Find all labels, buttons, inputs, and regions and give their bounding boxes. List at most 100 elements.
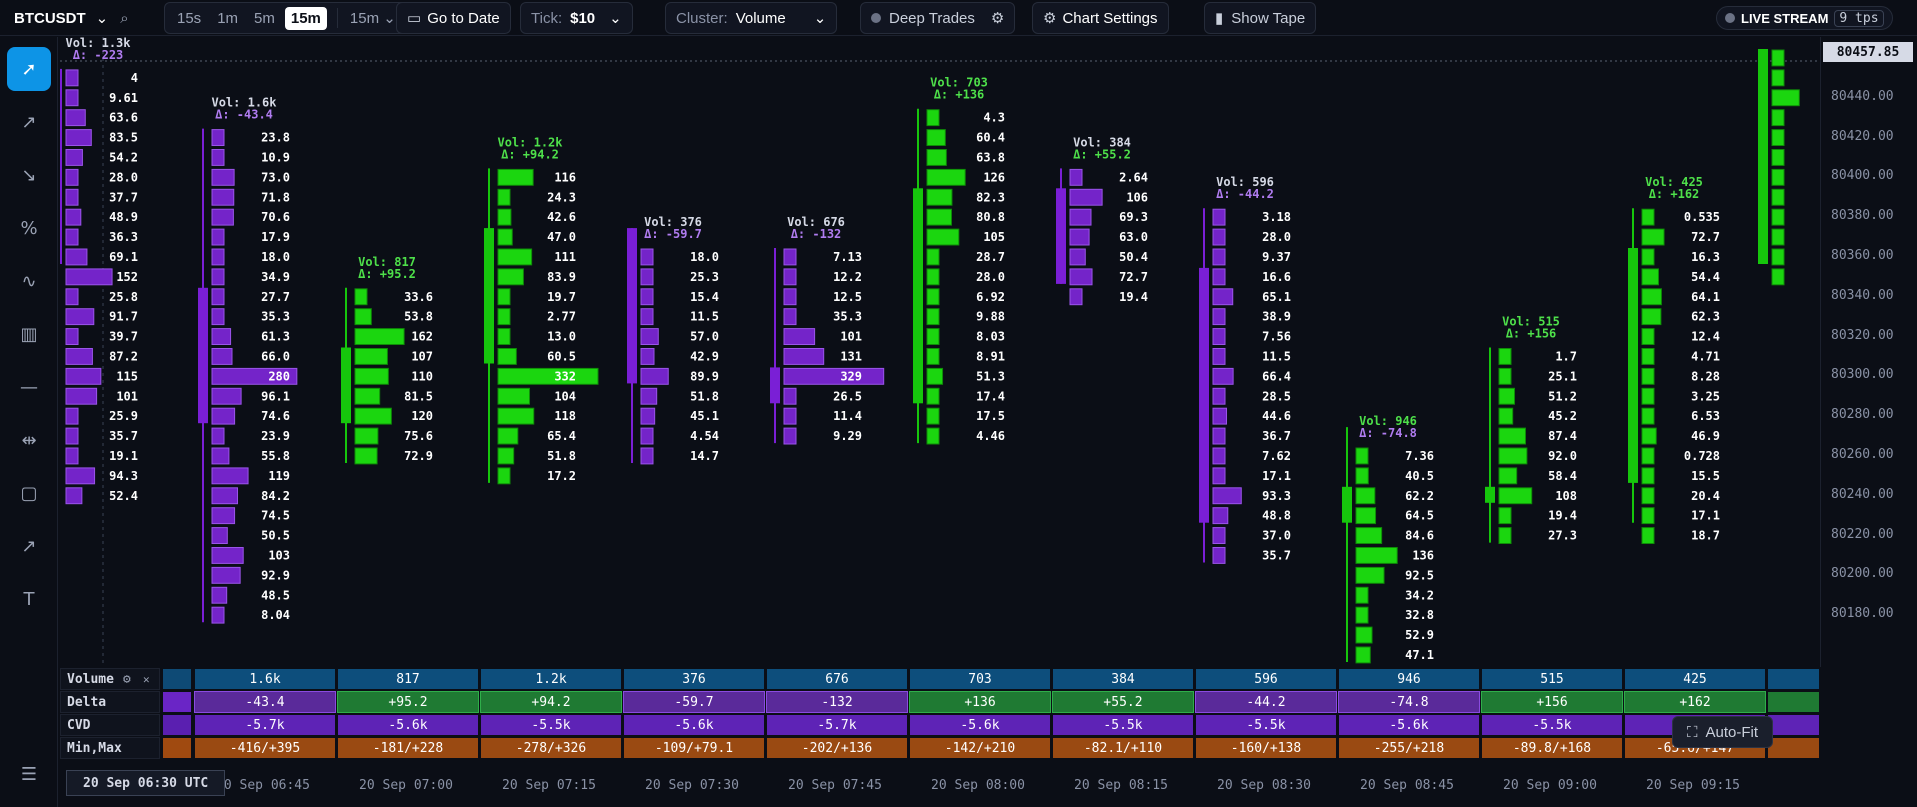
volume-bar [1212, 248, 1226, 266]
timeframe-1m[interactable]: 1m [217, 9, 239, 27]
volume-value: 35.3 [833, 310, 862, 324]
candle-delta-label: Δ: +95.2 [358, 267, 416, 281]
horizontal-line-icon[interactable]: — [20, 376, 38, 398]
volume-bar [354, 308, 372, 326]
volume-value: 36.3 [109, 230, 138, 244]
trend-up-icon[interactable]: ↗ [21, 111, 37, 133]
volume-bar [211, 507, 236, 525]
close-icon[interactable]: ✕ [143, 672, 150, 686]
volume-bar [354, 367, 389, 385]
volume-bar [497, 407, 535, 425]
tick-selector[interactable]: Tick: $10 ⌄ [520, 2, 633, 34]
cursor-icon[interactable]: ➚ [7, 47, 51, 91]
volume-bar [783, 427, 797, 445]
volume-value: 19.7 [547, 290, 576, 304]
volume-value: 58.4 [1548, 469, 1577, 483]
deep-trades-toggle[interactable]: Deep Trades ⚙ [860, 2, 1016, 34]
rectangle-icon[interactable]: ▢ [20, 482, 38, 504]
footprint-chart[interactable]: 4 9.61 63.6 83.5 54.2 28.0 37.7 48.9 36.3 69.1 152… [60, 37, 1820, 667]
volume-value: 110 [411, 369, 433, 383]
text-icon[interactable]: T [23, 588, 35, 610]
volume-bar [640, 308, 654, 326]
volume-bar [1212, 208, 1226, 226]
volume-bar [1641, 308, 1662, 326]
volume-bar [211, 228, 225, 246]
chart-settings-button[interactable]: ⚙ Chart Settings [1032, 2, 1169, 34]
gear-icon[interactable]: ⚙ [123, 671, 131, 687]
volume-value: 37.7 [109, 190, 138, 204]
volume-bar [926, 188, 953, 206]
volume-value: 108 [1555, 489, 1577, 503]
stats-cell: 515 [1481, 668, 1623, 690]
volume-bar [65, 188, 79, 206]
settings-sliders-icon[interactable]: ☰ [20, 763, 38, 785]
volume-value: 54.2 [109, 150, 138, 164]
time-axis[interactable]: 20 Sep 06:45 20 Sep 07:00 20 Sep 07:15 20 S… [60, 770, 1820, 807]
volume-value: 63.6 [109, 111, 138, 125]
volume-bar [65, 288, 79, 306]
trend-down-icon[interactable]: ↘ [21, 164, 37, 186]
volume-bar [65, 387, 98, 405]
timeframe-15s[interactable]: 15s [177, 9, 202, 27]
timeframe-5m[interactable]: 5m [254, 9, 275, 27]
pulse-icon[interactable]: ∿ [21, 270, 37, 292]
candle-delta-label: Δ: +156 [1506, 327, 1557, 341]
chevron-down-icon: ⌄ [95, 10, 109, 27]
bar-chart-icon[interactable]: ▥ [20, 323, 38, 345]
volume-value: 73.0 [261, 170, 290, 184]
auto-fit-button[interactable]: ⛶ Auto-Fit [1672, 716, 1774, 748]
search-icon[interactable]: ⌕ [120, 9, 129, 27]
volume-value: 27.7 [261, 290, 290, 304]
volume-value: 107 [411, 349, 433, 363]
price-tick: 80420.00 [1831, 128, 1894, 144]
volume-value: 23.9 [261, 429, 290, 443]
volume-bar [211, 547, 244, 564]
candle-volume-label: Vol: 596 [1216, 175, 1274, 189]
volume-bar [497, 208, 512, 226]
measure-icon[interactable]: ⇹ [21, 429, 37, 451]
volume-bar [926, 387, 940, 405]
volume-bar [65, 129, 92, 146]
volume-value: 47.1 [1405, 648, 1434, 662]
candle-volume-label: Vol: 676 [787, 215, 845, 229]
timeframe-select[interactable]: 15m ⌄ [349, 10, 396, 27]
volume-value: 42.9 [690, 349, 719, 363]
volume-bar [926, 168, 966, 186]
volume-bar [1641, 348, 1655, 365]
candle-volume-label: Vol: 1.6k [211, 96, 277, 110]
volume-bar [1641, 288, 1662, 306]
gear-icon[interactable]: ⚙ [990, 10, 1005, 27]
symbol-selector[interactable]: BTCUSDT ⌄ ⌕ [14, 2, 129, 34]
show-tape-button[interactable]: ▮ Show Tape [1204, 2, 1317, 34]
volume-value: 136 [1412, 548, 1434, 562]
volume-value: 7.13 [833, 250, 862, 264]
go-to-date-button[interactable]: ▭ Go to Date [396, 2, 511, 34]
arrow-icon[interactable]: ↗ [21, 535, 37, 557]
volume-value: 51.8 [690, 389, 719, 403]
candle-delta-label: Δ: -132 [791, 227, 842, 241]
volume-value: 69.3 [1119, 210, 1148, 224]
volume-bar [1641, 427, 1657, 445]
stats-row-label: Volume ⚙ ✕ [60, 668, 160, 690]
stats-cell: 703 [909, 668, 1051, 690]
volume-bar [1355, 507, 1377, 525]
volume-value: 45.1 [690, 409, 719, 423]
candle-volume-label: Vol: 1.3k [65, 37, 131, 50]
candle-body [627, 228, 637, 384]
percent-icon[interactable]: % [20, 217, 38, 239]
volume-value: 7.56 [1262, 330, 1291, 344]
volume-value: 50.4 [1119, 250, 1148, 264]
time-tick: 20 Sep 06:45 [216, 778, 310, 793]
price-axis[interactable]: 80440.00 80420.00 80400.00 80380.00 80360.00… [1820, 37, 1917, 667]
stats-cell: -416/+395 [194, 737, 336, 759]
timeframe-15m[interactable]: 15m [284, 6, 327, 30]
volume-bar [926, 268, 940, 286]
volume-value: 62.2 [1405, 489, 1434, 503]
time-tick: 20 Sep 09:00 [1503, 778, 1597, 793]
volume-bar [1771, 268, 1785, 286]
cluster-selector[interactable]: Cluster: Volume ⌄ [665, 2, 838, 34]
stats-row-label: Delta [60, 691, 160, 713]
volume-bar [1641, 328, 1655, 346]
volume-value: 69.1 [109, 250, 138, 264]
volume-bar [497, 248, 533, 266]
